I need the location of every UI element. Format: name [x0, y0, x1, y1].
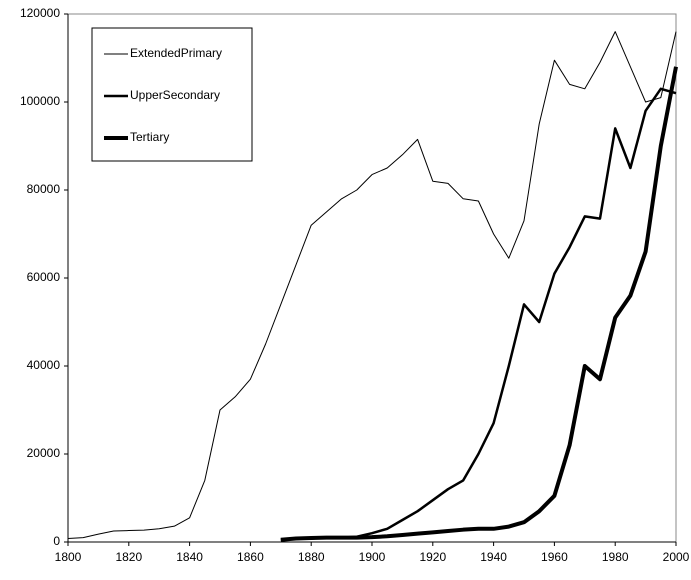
- x-tick-label: 1820: [115, 550, 142, 564]
- series-line: [280, 66, 678, 542]
- x-tick-label: 2000: [663, 550, 690, 564]
- y-tick-label: 60000: [27, 270, 61, 284]
- x-tick-label: 1940: [480, 550, 507, 564]
- x-tick-label: 1800: [55, 550, 82, 564]
- legend-label: Tertiary: [130, 130, 169, 144]
- x-tick-label: 1920: [419, 550, 446, 564]
- legend-label: ExtendedPrimary: [130, 46, 222, 60]
- y-tick-label: 100000: [20, 94, 60, 108]
- legend-label: UpperSecondary: [130, 88, 220, 102]
- y-tick-label: 120000: [20, 6, 60, 20]
- y-tick-label: 80000: [27, 182, 61, 196]
- x-tick-label: 1860: [237, 550, 264, 564]
- x-tick-label: 1900: [359, 550, 386, 564]
- y-tick-label: 20000: [27, 446, 61, 460]
- y-tick-label: 40000: [27, 358, 61, 372]
- series-line: [67, 31, 677, 539]
- x-tick-label: 1980: [602, 550, 629, 564]
- y-tick-label: 0: [53, 534, 60, 548]
- x-tick-label: 1880: [298, 550, 325, 564]
- x-tick-label: 1960: [541, 550, 568, 564]
- x-tick-label: 1840: [176, 550, 203, 564]
